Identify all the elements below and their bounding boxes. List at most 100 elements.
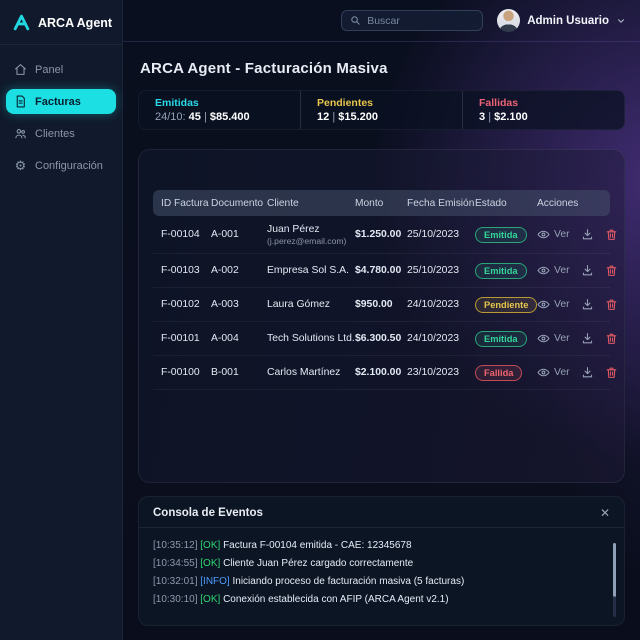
trash-icon (606, 299, 616, 310)
search-icon (350, 15, 361, 26)
user-menu[interactable]: Admin Usuario (497, 9, 626, 32)
delete-button[interactable] (605, 332, 618, 345)
invoice-id: F-00101 (161, 333, 200, 344)
view-button[interactable]: Ver (537, 298, 570, 311)
download-icon (582, 367, 592, 378)
stat-emitidas: Emitidas 24/10: 45 | $85.400 (139, 91, 300, 129)
download-button[interactable] (581, 366, 594, 379)
trash-icon (606, 229, 616, 240)
sidebar-item-label: Clientes (35, 127, 75, 140)
log-message: Cliente Juan Pérez cargado correctamente (223, 558, 414, 569)
log-message: Conexión establecida con AFIP (ARCA Agen… (223, 594, 449, 605)
log-time: [10:35:12] (153, 540, 198, 551)
view-button[interactable]: Ver (537, 332, 570, 345)
row-actions: Ver (537, 332, 618, 345)
stat-value: 24/10: 45 | $85.400 (155, 111, 300, 123)
invoice-client: Tech Solutions Ltd. (267, 333, 355, 344)
stats-bar: Emitidas 24/10: 45 | $85.400 Pendientes … (138, 90, 625, 130)
column-estado: Estado (475, 197, 507, 209)
stat-divider: | (332, 111, 336, 123)
download-button[interactable] (581, 228, 594, 241)
status-cell: Pendiente (475, 296, 538, 313)
invoice-amount: $4.780.00 (355, 265, 402, 276)
column-id-factura: ID Factura (161, 197, 209, 209)
delete-button[interactable] (605, 298, 618, 311)
clients-icon (14, 127, 27, 140)
close-icon[interactable]: ✕ (599, 506, 610, 520)
console-scrollbar[interactable] (613, 543, 616, 617)
invoice-amount: $950.00 (355, 299, 393, 310)
download-icon (582, 229, 592, 240)
log-time: [10:32:01] (153, 576, 198, 587)
log-line: [10:35:12] [OK] Factura F-00104 emitida … (153, 537, 602, 555)
search-box[interactable] (341, 10, 484, 31)
sidebar-item-configuracion[interactable]: ⚙ Configuración (6, 153, 116, 178)
search-input[interactable] (367, 14, 475, 27)
invoice-date: 23/10/2023 (407, 367, 460, 378)
stat-label: Emitidas (155, 97, 199, 109)
delete-button[interactable] (605, 228, 618, 241)
console-title: Consola de Eventos (153, 507, 263, 519)
invoice-client: Empresa Sol S.A. (267, 265, 350, 276)
delete-button[interactable] (605, 264, 618, 277)
invoice-amount: $6.300.50 (355, 333, 402, 344)
invoice-id: F-00102 (161, 299, 200, 310)
column-acciones: Acciones (537, 197, 579, 209)
stat-value: 3 | $2.100 (479, 111, 624, 123)
log-message: Iniciando proceso de facturación masiva … (232, 576, 465, 587)
status-cell: Fallida (475, 364, 537, 381)
invoice-id: F-00103 (161, 265, 200, 276)
column-monto: Monto (355, 197, 384, 209)
stat-value: 12 | $15.200 (317, 111, 462, 123)
stat-amount: $85.400 (209, 111, 250, 123)
eye-icon (537, 266, 550, 275)
client-name: Juan Pérez (267, 223, 320, 235)
eye-icon (537, 300, 550, 309)
arca-logo-icon (12, 13, 31, 32)
event-console: Consola de Eventos ✕ [10:35:12] [OK] Fac… (138, 496, 625, 626)
stat-amount: $15.200 (338, 111, 378, 123)
table-row: F-00102 A-003 Laura Gómez $950.00 24/10/… (153, 288, 616, 322)
view-label: Ver (554, 229, 570, 240)
view-label: Ver (554, 265, 570, 276)
log-line: [10:34:55] [OK] Cliente Juan Pérez carga… (153, 555, 602, 573)
invoice-id: F-00100 (161, 367, 200, 378)
log-tag: [OK] (200, 540, 221, 551)
log-line: [10:30:10] [OK] Conexión establecida con… (153, 591, 602, 609)
stat-label: Fallidas (479, 97, 519, 109)
client-email: (j.perez@email.com) (267, 235, 347, 246)
sidebar-item-facturas[interactable]: Facturas (6, 89, 116, 114)
invoice-client: Juan Pérez (j.perez@email.com) (267, 224, 355, 246)
stat-divider: | (203, 111, 207, 123)
log-tag: [OK] (200, 594, 221, 605)
status-cell: Emitida (475, 330, 537, 347)
log-message: Factura F-00104 emitida - CAE: 12345678 (223, 540, 412, 551)
app-title: ARCA Agent (38, 15, 113, 30)
sidebar-item-panel[interactable]: Panel (6, 57, 116, 82)
view-label: Ver (554, 333, 570, 344)
invoice-date: 25/10/2023 (407, 229, 460, 240)
view-button[interactable]: Ver (537, 264, 570, 277)
stat-label: Pendientes (317, 97, 374, 109)
column-cliente: Cliente (267, 197, 299, 209)
download-button[interactable] (581, 298, 594, 311)
table-row: F-00104 A-001 Juan Pérez (j.perez@email.… (153, 216, 616, 254)
log-line: [10:32:01] [INFO] Iniciando proceso de f… (153, 573, 602, 591)
download-button[interactable] (581, 264, 594, 277)
status-badge: Emitida (475, 226, 527, 243)
delete-button[interactable] (605, 366, 618, 379)
trash-icon (606, 367, 616, 378)
view-label: Ver (554, 299, 570, 310)
view-button[interactable]: Ver (537, 228, 570, 241)
download-button[interactable] (581, 332, 594, 345)
gear-icon: ⚙ (14, 158, 27, 173)
view-button[interactable]: Ver (537, 366, 570, 379)
log-time: [10:34:55] (153, 558, 198, 569)
invoice-doc: A-001 (211, 229, 239, 240)
document-icon (14, 95, 27, 108)
sidebar-item-clientes[interactable]: Clientes (6, 121, 116, 146)
row-actions: Ver (537, 228, 618, 241)
log-tag: [OK] (200, 558, 221, 569)
status-cell: Emitida (475, 226, 537, 243)
view-label: Ver (554, 367, 570, 378)
